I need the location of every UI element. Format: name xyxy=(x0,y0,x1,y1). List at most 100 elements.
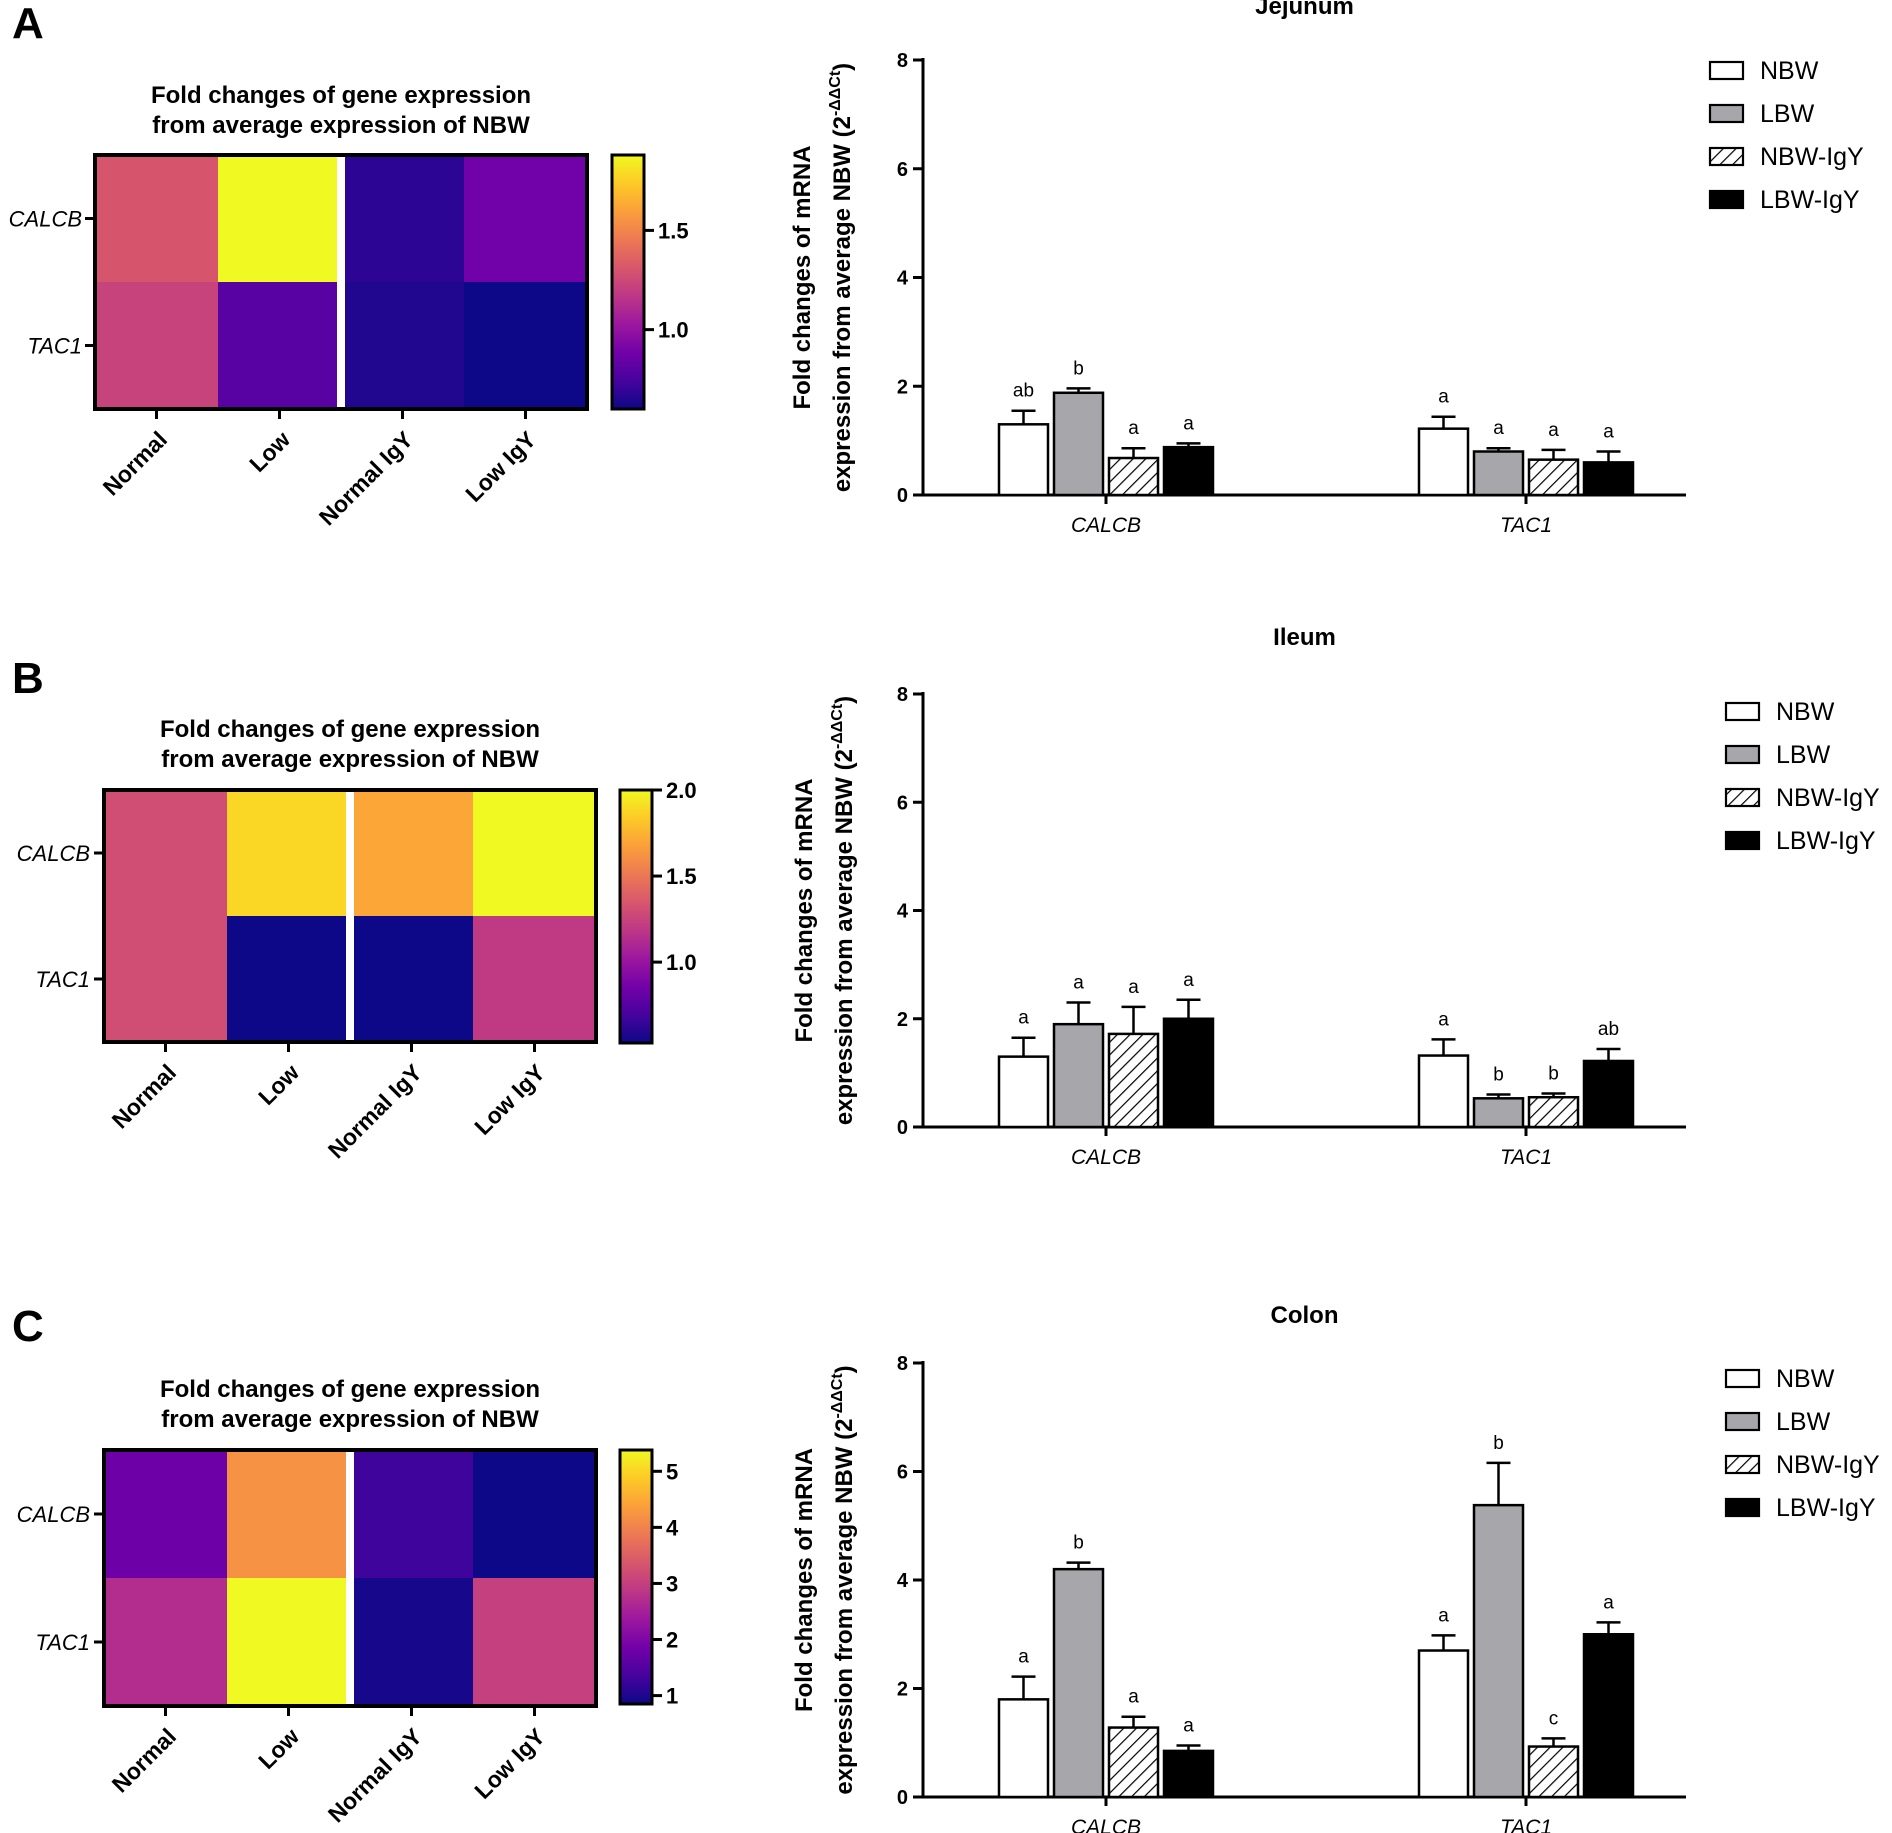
heatmap-col-label: Normal xyxy=(107,1723,181,1797)
y-axis-label-text: expression from average NBW (2 xyxy=(831,749,858,1125)
y-axis-label-line1: Fold changes of mRNA xyxy=(791,778,818,1042)
legend-label: NBW xyxy=(1776,1365,1835,1393)
heatmap-cell xyxy=(350,1450,474,1579)
heatmap-cell xyxy=(227,1578,351,1707)
legend-label: LBW xyxy=(1776,1408,1831,1436)
y-axis-label-line2: expression from average NBW (2-ΔΔCt) xyxy=(829,696,858,1125)
heatmap-row-label: CALCB xyxy=(17,841,90,866)
legend-label: LBW xyxy=(1760,100,1815,128)
bar-lbw-igy xyxy=(1582,461,1635,497)
legend-label: NBW-IgY xyxy=(1760,143,1864,171)
bar-nbw xyxy=(1417,427,1470,497)
x-category-label: CALCB xyxy=(1071,514,1141,537)
bar-lbw-igy xyxy=(1582,1633,1635,1799)
y-tick-label: 2 xyxy=(897,376,908,398)
significance-letter: a xyxy=(1603,422,1614,443)
legend-label: LBW xyxy=(1776,741,1831,769)
y-tick-label: 6 xyxy=(897,1462,908,1484)
significance-letter: b xyxy=(1073,1533,1084,1554)
y-tick-label: 6 xyxy=(897,159,908,181)
significance-letter: a xyxy=(1183,970,1194,991)
heatmap-cell xyxy=(341,155,465,283)
bar-chart-jejunum: Jejunum 0 2 4 6 8 Fold changes of mRNA expressi… xyxy=(789,0,1864,537)
y-axis-label-line2: expression from average NBW (2-ΔΔCt) xyxy=(827,63,856,492)
legend-label: LBW-IgY xyxy=(1776,1494,1876,1522)
y-axis-label-line1: Fold changes of mRNA xyxy=(789,145,816,409)
y-tick-label: 0 xyxy=(897,1117,908,1139)
significance-letter: b xyxy=(1548,1063,1559,1084)
heatmap-a: Fold changes of gene expression from aver… xyxy=(9,82,689,530)
bar-nbw-igy xyxy=(1527,1095,1580,1129)
colorbar xyxy=(618,788,654,1045)
bar-chart-colon: Colon 0 2 4 6 8 Fold changes of mRNA expression… xyxy=(791,1302,1880,1833)
heatmap-cell xyxy=(350,790,474,917)
heatmap-cell xyxy=(104,1578,228,1707)
bar-lbw xyxy=(1052,1567,1105,1799)
significance-letter: a xyxy=(1183,1715,1194,1736)
y-tick-label: 8 xyxy=(897,684,908,706)
legend-swatch-lbw-igy xyxy=(1708,189,1745,210)
bar-lbw xyxy=(1052,1022,1105,1129)
heatmap-cell xyxy=(350,1578,474,1707)
heatmap-row-label: TAC1 xyxy=(27,334,82,359)
bar-chart-title: Jejunum xyxy=(1255,0,1354,20)
heatmap-cell xyxy=(218,155,342,283)
heatmap-cell xyxy=(464,282,588,410)
bar-lbw-igy xyxy=(1582,1059,1635,1129)
legend-label: LBW-IgY xyxy=(1760,186,1860,214)
colorbar-tick-label: 5 xyxy=(666,1459,678,1484)
legend-swatch-nbw-igy xyxy=(1724,787,1761,808)
legend-label: LBW-IgY xyxy=(1776,827,1876,855)
bar-lbw-igy xyxy=(1162,1017,1215,1129)
significance-letter: a xyxy=(1018,1008,1029,1029)
heatmap-row-label: TAC1 xyxy=(35,1630,90,1655)
heatmap-title-line1: Fold changes of gene expression xyxy=(151,82,531,109)
significance-letter: a xyxy=(1438,387,1449,408)
heatmap-cell xyxy=(218,282,342,410)
y-axis-label-close: ) xyxy=(831,1365,858,1373)
legend-swatch-lbw-igy xyxy=(1724,1497,1761,1518)
panel-letter-c: C xyxy=(12,1302,44,1351)
colorbar xyxy=(610,153,646,411)
bar-nbw xyxy=(997,1698,1050,1799)
y-axis-label-text: expression from average NBW (2 xyxy=(831,1419,858,1795)
heatmap-frame xyxy=(93,153,589,411)
y-tick-label: 4 xyxy=(897,901,909,923)
y-axis-label-superscript: -ΔΔCt xyxy=(829,1373,846,1419)
heatmap-title-line2: from average expression of NBW xyxy=(161,746,539,773)
bar-lbw-igy xyxy=(1162,445,1215,497)
legend-label: NBW xyxy=(1776,698,1835,726)
colorbar-tick-label: 1.5 xyxy=(658,218,689,243)
bar-nbw-igy xyxy=(1107,1726,1160,1799)
heatmap-row-label: TAC1 xyxy=(35,967,90,992)
y-axis-label-superscript: -ΔΔCt xyxy=(829,703,846,749)
significance-letter: a xyxy=(1603,1592,1614,1613)
colorbar-tick-label: 2.0 xyxy=(666,778,697,803)
significance-letter: ab xyxy=(1598,1019,1619,1040)
legend-label: NBW xyxy=(1760,57,1819,85)
heatmap-col-label: Low xyxy=(253,1059,304,1110)
heatmap-col-label: Normal IgY xyxy=(323,1059,427,1163)
bar-nbw xyxy=(1417,1649,1470,1799)
legend-swatch-lbw xyxy=(1724,744,1761,765)
y-tick-label: 4 xyxy=(897,1570,909,1592)
y-tick-label: 8 xyxy=(897,50,908,72)
bar-nbw xyxy=(997,1055,1050,1129)
bar-nbw-igy xyxy=(1107,1032,1160,1129)
colorbar-tick-label: 3 xyxy=(666,1571,678,1596)
y-tick-label: 8 xyxy=(897,1353,908,1375)
heatmap-col-label: Normal IgY xyxy=(323,1723,427,1827)
heatmap-cell xyxy=(104,1450,228,1579)
significance-letter: ab xyxy=(1013,381,1034,402)
y-tick-label: 6 xyxy=(897,792,908,814)
legend-swatch-nbw xyxy=(1724,1368,1761,1389)
y-axis-label-line2: expression from average NBW (2-ΔΔCt) xyxy=(829,1365,858,1794)
significance-letter: a xyxy=(1018,1647,1029,1668)
legend-swatch-lbw-igy xyxy=(1724,830,1761,851)
heatmap-cell xyxy=(341,282,465,410)
heatmap-c: Fold changes of gene expression from aver… xyxy=(17,1376,679,1827)
bar-nbw-igy xyxy=(1527,1745,1580,1799)
y-axis-label-line1: Fold changes of mRNA xyxy=(791,1448,818,1712)
heatmap-gap xyxy=(346,790,354,1042)
